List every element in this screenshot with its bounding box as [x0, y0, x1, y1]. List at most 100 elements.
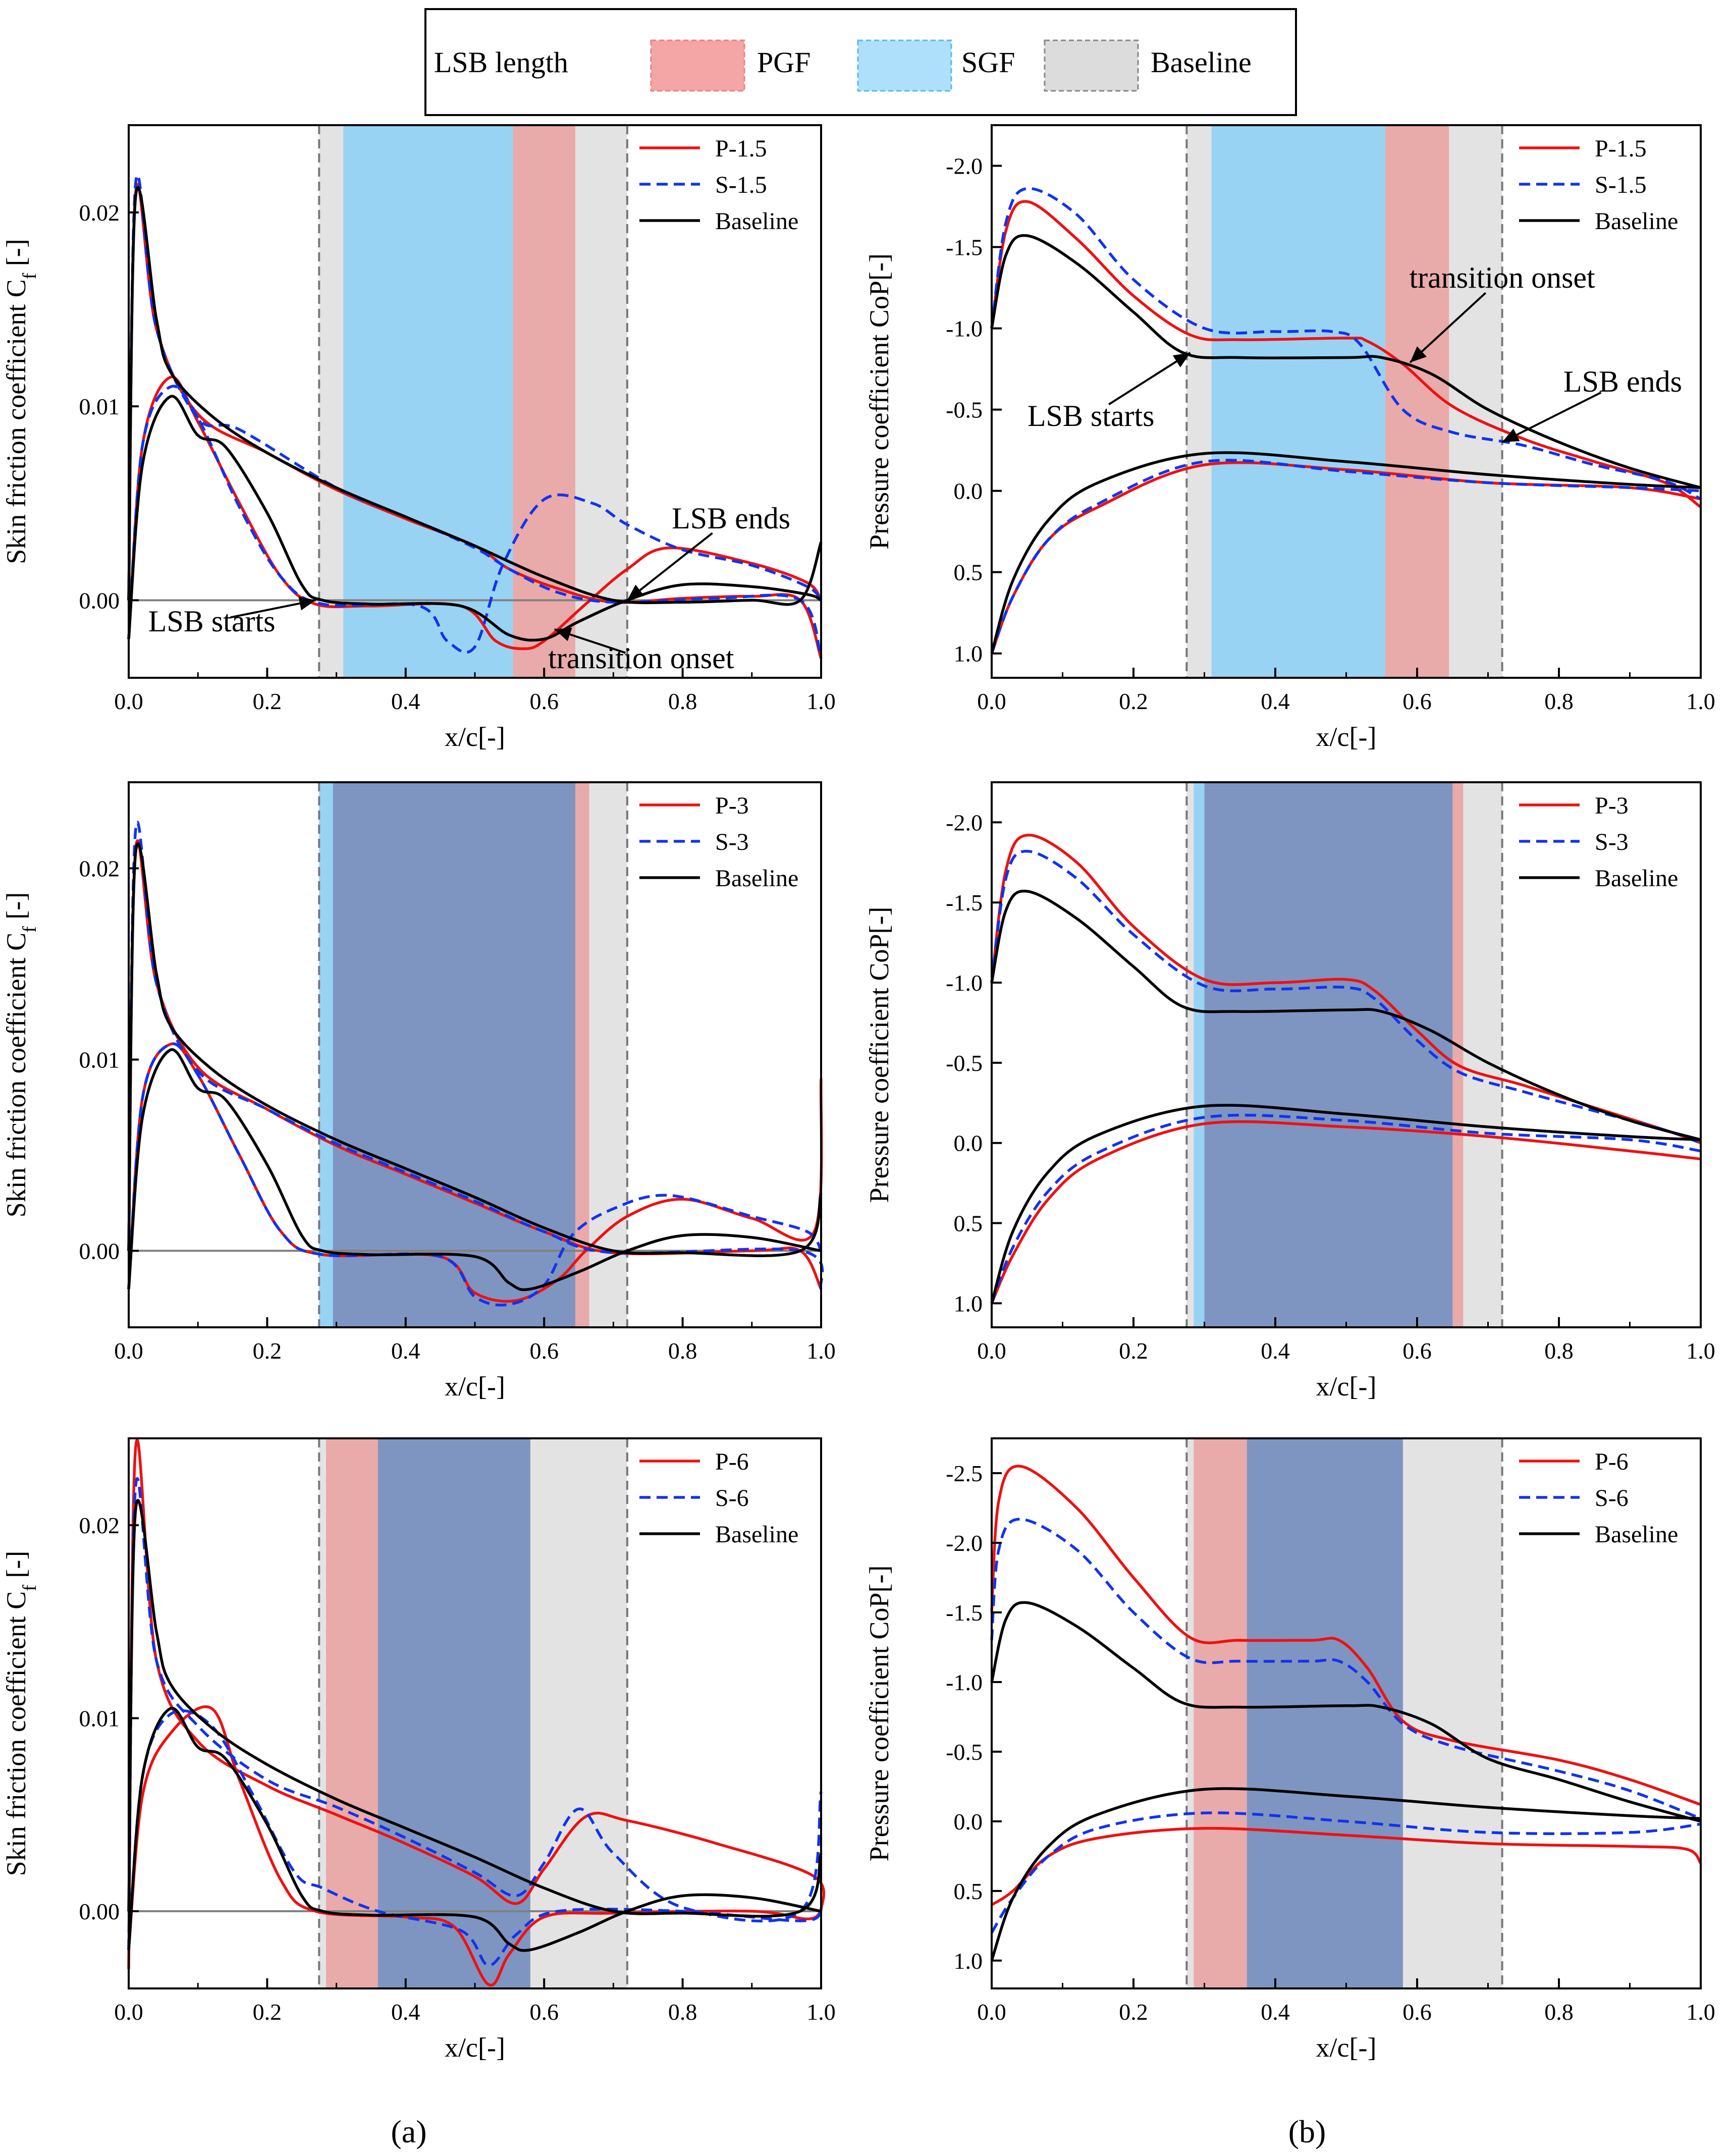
legend-label-p: P-3: [715, 792, 749, 819]
x-axis-label: x/c[-]: [1316, 1371, 1377, 1402]
x-tick-label: 0.6: [1402, 1999, 1432, 2025]
top-legend-swatch-pgf: [650, 39, 745, 92]
x-tick-label: 0.2: [1119, 688, 1148, 714]
top-legend-label-pgf: PGF: [757, 46, 810, 79]
x-tick-label: 0.0: [114, 688, 143, 714]
annotation-text: transition onset: [548, 641, 734, 675]
series-b-lower: [127, 1706, 822, 1952]
y-tick-label: -2.0: [946, 153, 983, 179]
x-tick-label: 0.2: [253, 688, 282, 714]
legend-label-p: P-6: [715, 1448, 749, 1475]
band-overlap: [333, 782, 575, 1327]
x-axis-label: x/c[-]: [1316, 722, 1377, 752]
y-tick-label: -0.5: [946, 1739, 983, 1765]
x-tick-label: 0.2: [253, 1999, 282, 2025]
annotation-text: LSB ends: [1563, 365, 1682, 398]
chart-cp-3: 0.0 0.2 0.4 0.6 0.8 1.0 x/c[-] -2.0 -1.5 -1.0 -0.5…: [864, 781, 1715, 1402]
x-tick-label: 0.4: [391, 1999, 420, 2025]
y-tick-label: 0.02: [79, 856, 120, 882]
band-overlap: [1247, 1438, 1403, 1988]
y-tick-label: 0.0: [954, 478, 983, 504]
y-axis-label: Skin friction coefficient Cf [-]: [1, 239, 40, 564]
y-axis-label: Pressure coefficient CoP[-]: [864, 907, 894, 1203]
x-tick-label: 1.0: [1686, 1338, 1715, 1364]
x-axis-label: x/c[-]: [1316, 2032, 1377, 2063]
y-tick-label: -1.5: [946, 1600, 983, 1626]
y-axis-label: Pressure coefficient CoP[-]: [864, 1566, 894, 1862]
legend-label-s: S-1.5: [715, 172, 767, 198]
annotation-text: transition onset: [1409, 261, 1595, 294]
legend-label-b: Baseline: [715, 208, 798, 235]
band-overlap: [377, 1438, 530, 1988]
chart-cp-6: 0.0 0.2 0.4 0.6 0.8 1.0 x/c[-] -2.5 -2.0 -1.5 -1.0…: [864, 1437, 1715, 2063]
y-tick-label: 0.02: [79, 1513, 120, 1538]
x-tick-label: 0.4: [1261, 688, 1290, 714]
x-tick-label: 0.8: [668, 688, 697, 714]
top-legend-swatch-baseline: [1044, 39, 1139, 92]
x-tick-label: 0.4: [391, 688, 420, 714]
band-sgf: [1211, 125, 1385, 678]
x-tick-label: 0.2: [253, 1338, 282, 1364]
x-tick-label: 0.6: [529, 688, 559, 714]
annotation-arrow-head: [1172, 352, 1191, 367]
y-tick-label: 0.5: [954, 560, 983, 585]
y-tick-label: -0.5: [946, 397, 983, 423]
x-tick-label: 0.8: [668, 1999, 697, 2025]
x-tick-label: 0.6: [1402, 1338, 1432, 1364]
y-tick-label: 1.0: [954, 1290, 983, 1316]
series-b-lower: [127, 395, 822, 642]
series-s-lower: [127, 1709, 822, 1967]
chart-cf-6: 0.0 0.2 0.4 0.6 0.8 1.0 x/c[-] 0.00 0.01 0.02 Skin…: [1, 1437, 836, 2063]
x-axis-label: x/c[-]: [445, 2032, 505, 2063]
annotation-arrow-head: [1410, 346, 1427, 363]
top-legend-label-sgf: SGF: [961, 46, 1015, 79]
series-p-lower: [990, 1120, 1701, 1304]
annotation-text: LSB ends: [672, 502, 790, 535]
x-tick-label: 1.0: [1686, 688, 1715, 714]
series-s-upper: [127, 174, 823, 659]
y-tick-label: -2.0: [946, 1530, 983, 1556]
x-tick-label: 1.0: [806, 1999, 836, 2025]
top-legend: LSB length PGF SGF Baseline: [424, 8, 1297, 116]
series-s-lower: [990, 459, 1701, 654]
series-s-lower: [127, 385, 823, 654]
legend-label-s: S-6: [715, 1485, 749, 1512]
y-tick-label: 0.00: [79, 587, 120, 613]
annotation-text: LSB starts: [148, 605, 276, 638]
y-tick-label: -1.0: [946, 970, 983, 996]
annotation-arrow-head: [1502, 428, 1520, 443]
x-tick-label: 0.6: [529, 1338, 559, 1364]
legend-label-p: P-3: [1595, 792, 1629, 819]
chart-cf-1.5: 0.0 0.2 0.4 0.6 0.8 1.0 x/c[-] 0.00 0.01 0.02 Skin…: [1, 124, 836, 752]
x-tick-label: 1.0: [1686, 1999, 1715, 2025]
x-tick-label: 0.0: [977, 1999, 1006, 2025]
y-tick-label: 0.01: [79, 394, 120, 419]
legend-label-s: S-3: [715, 829, 749, 855]
x-tick-label: 0.6: [529, 1999, 559, 2025]
y-tick-label: -1.0: [946, 1669, 983, 1695]
legend-label-p: P-6: [1595, 1448, 1629, 1475]
x-axis-label: x/c[-]: [445, 1371, 505, 1402]
y-tick-label: 0.5: [954, 1211, 983, 1236]
annotation-text: LSB starts: [1028, 399, 1155, 433]
x-tick-label: 0.8: [668, 1338, 697, 1364]
series-b-upper: [990, 1601, 1701, 1823]
series-s-upper: [990, 849, 1701, 1145]
y-tick-label: 0.02: [79, 200, 120, 226]
y-tick-label: 0.01: [79, 1047, 120, 1072]
panel-label-a: (a): [391, 2114, 426, 2149]
x-tick-label: 0.2: [1119, 1338, 1148, 1364]
x-axis-label: x/c[-]: [445, 722, 505, 752]
legend-label-b: Baseline: [1595, 865, 1678, 892]
x-tick-label: 0.0: [977, 1338, 1006, 1364]
x-tick-label: 1.0: [806, 1338, 836, 1364]
series-b-upper: [990, 234, 1701, 489]
x-tick-label: 0.0: [977, 688, 1006, 714]
annotation-arrow-head: [298, 596, 316, 611]
legend-label-p: P-1.5: [1595, 135, 1647, 162]
y-tick-label: 1.0: [954, 641, 983, 667]
y-tick-label: -0.5: [946, 1050, 983, 1076]
series-b-lower: [990, 1104, 1701, 1304]
y-axis-label: Pressure coefficient CoP[-]: [864, 253, 894, 550]
